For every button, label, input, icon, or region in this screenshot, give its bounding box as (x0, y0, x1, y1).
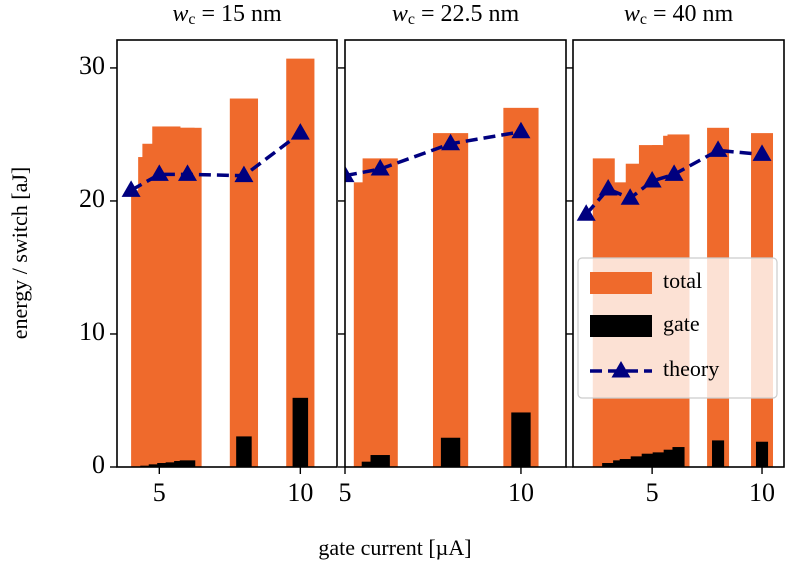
theory-marker (149, 164, 169, 181)
theory-marker (576, 204, 596, 221)
y-tick-label: 20 (79, 184, 105, 213)
title-subscript: c (640, 11, 647, 28)
gate-bar (236, 436, 252, 467)
axes-frame (572, 39, 785, 468)
theory-marker (664, 164, 684, 181)
x-tick-label: 5 (339, 478, 352, 507)
theory-marker (370, 159, 390, 176)
x-tick-label: 10 (508, 478, 534, 507)
gate-bar (370, 455, 390, 467)
theory-marker (708, 140, 728, 157)
legend: total gate theory (577, 257, 778, 399)
gate-bar (619, 459, 632, 467)
theory-line (345, 130, 522, 178)
theory-marker (290, 123, 310, 140)
y-axis-label: energy / switch [aJ] (7, 167, 32, 340)
gate-bar (613, 460, 626, 467)
legend-label: theory (663, 356, 719, 381)
x-tick-label: 10 (287, 478, 313, 507)
plot-area (121, 58, 315, 467)
gate-bar (641, 453, 654, 467)
gate-bar (148, 464, 165, 467)
gate-bar (755, 441, 769, 467)
total-bar (173, 127, 202, 467)
total-bar (503, 107, 539, 467)
gate-bar (179, 460, 196, 467)
legend-swatch (590, 272, 652, 294)
x-tick-label: 5 (153, 478, 166, 507)
theory-marker (178, 164, 198, 181)
theory-marker (642, 171, 662, 188)
title-symbol: w (624, 1, 640, 27)
x-tick-label: 5 (646, 478, 659, 507)
theory-marker (511, 121, 531, 139)
title-value: = 22.5 nm (421, 1, 520, 27)
theory-marker (234, 165, 254, 183)
gate-bar (712, 440, 725, 467)
gate-bar (511, 412, 531, 467)
title-subscript: c (408, 11, 415, 28)
y-tick-label: 30 (79, 51, 105, 80)
legend-label: gate (663, 311, 700, 336)
gate-bar (292, 397, 309, 467)
panel-title: wc = 40 nm (624, 1, 734, 28)
theory-marker (620, 188, 640, 205)
title-symbol: w (172, 1, 188, 27)
panel-title: wc = 15 nm (172, 1, 282, 28)
total-bar (432, 133, 469, 467)
total-bar (362, 158, 398, 467)
y-tick-label: 0 (92, 450, 105, 479)
x-axis-label: gate current [µA] (318, 535, 471, 560)
gate-bar (602, 463, 615, 467)
title-subscript: c (188, 11, 195, 28)
title-value: = 15 nm (201, 1, 282, 27)
theory-marker (598, 178, 618, 196)
gate-bar (652, 452, 665, 467)
total-bar (229, 98, 259, 467)
panel-title: wc = 22.5 nm (392, 1, 520, 28)
axes-frame (344, 39, 567, 468)
theory-marker (752, 144, 772, 161)
theory-marker (345, 165, 355, 183)
gate-bar (630, 456, 643, 467)
gate-bar (672, 447, 685, 467)
axes-frame (116, 39, 338, 468)
legend-label: total (663, 268, 702, 293)
theory-marker (121, 180, 141, 197)
legend-swatch (590, 315, 652, 337)
plot-area (345, 107, 539, 467)
title-value: = 40 nm (653, 1, 734, 27)
theory-marker (441, 133, 461, 151)
x-tick-label: 10 (749, 478, 775, 507)
title-symbol: w (392, 1, 408, 27)
y-tick-label: 10 (79, 317, 105, 346)
gate-bar (157, 463, 173, 467)
gate-bar (440, 437, 461, 467)
legend-marker (611, 361, 631, 378)
gate-bar (165, 462, 182, 467)
